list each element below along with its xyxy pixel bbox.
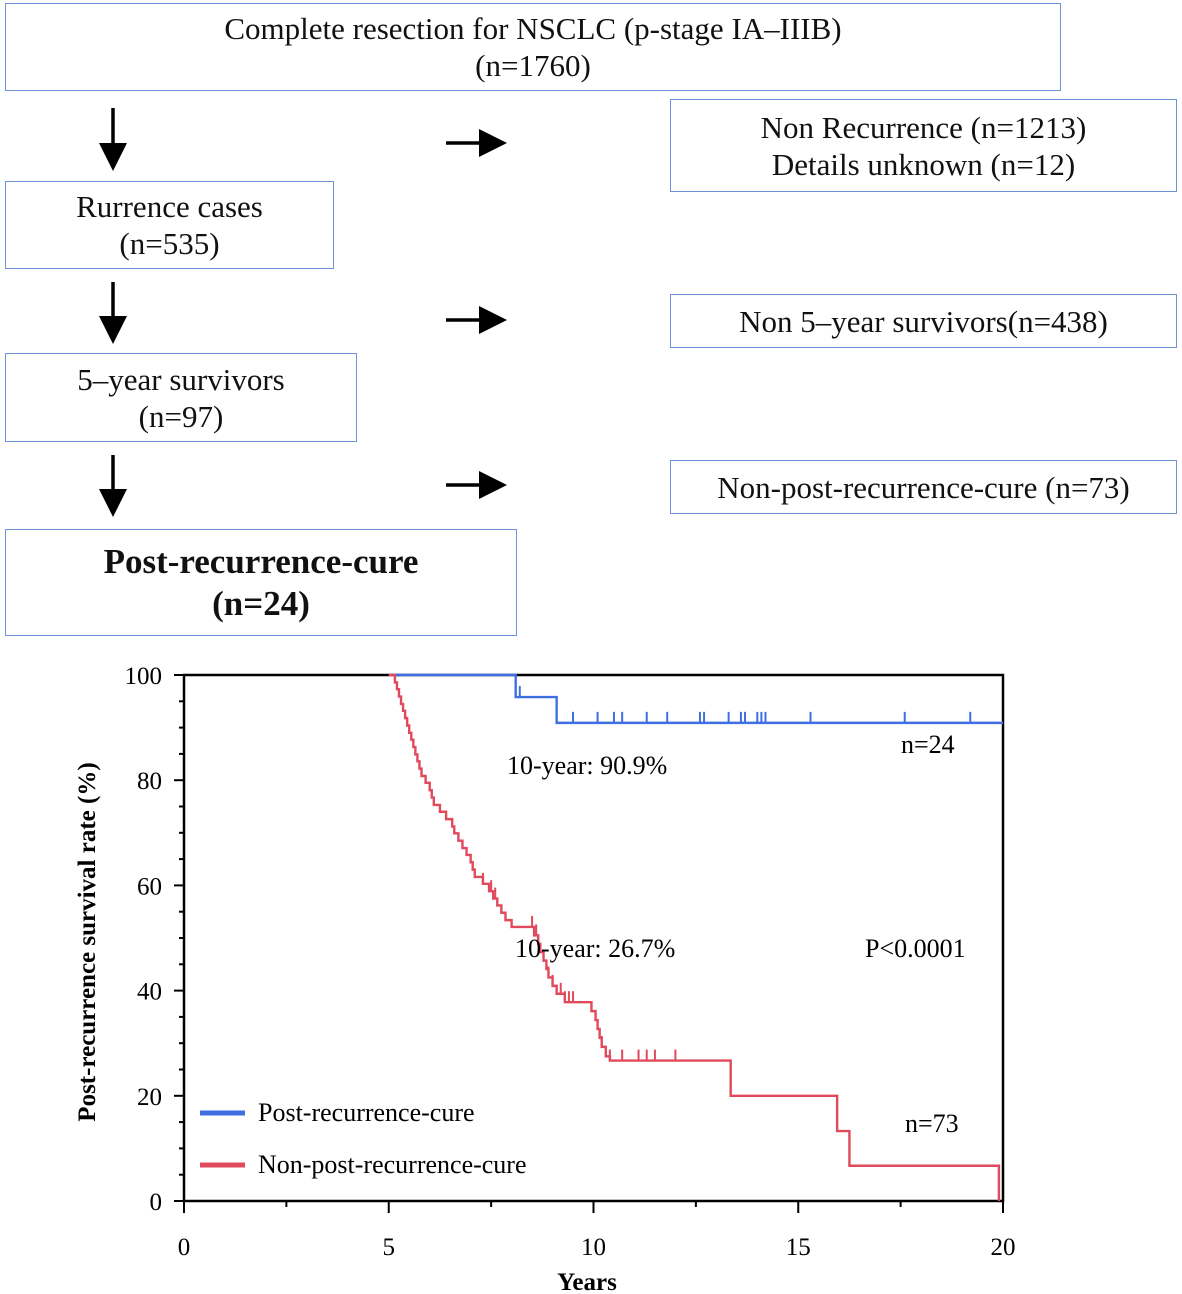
box-non-post-recurrence-cure: Non-post-recurrence-cure (n=73) <box>670 460 1177 514</box>
box-non-5-year-survivors: Non 5–year survivors(n=438) <box>670 294 1177 348</box>
x-tick-label: 10 <box>581 1234 606 1261</box>
box-line: (n=97) <box>138 398 224 434</box>
box-recurrence-cases: Rurrence cases (n=535) <box>5 181 334 269</box>
box-line: (n=1760) <box>475 48 591 83</box>
box-line: Complete resection for NSCLC (p-stage IA… <box>224 11 842 46</box>
box-line: Non-post-recurrence-cure (n=73) <box>717 469 1130 505</box>
chart-axes: 0 20 40 60 80 100 0 5 10 15 20 <box>125 663 1016 1261</box>
km-curve-post-recurrence-cure <box>388 673 1003 725</box>
p-value-annotation: P<0.0001 <box>865 934 966 963</box>
label-10yr-non-post-recurrence-cure: 10-year: 26.7% <box>515 934 675 963</box>
box-line: Rurrence cases <box>76 189 263 224</box>
y-tick-label: 0 <box>150 1189 163 1216</box>
chart-curves <box>388 673 1003 1201</box>
x-axis-label: Years <box>557 1269 617 1294</box>
box-line: 5–year survivors <box>77 361 285 397</box>
n-label-non-post-recurrence-cure: n=73 <box>905 1109 959 1138</box>
box-line: (n=24) <box>212 583 310 623</box>
n-label-post-recurrence-cure: n=24 <box>901 730 955 759</box>
y-tick-label: 40 <box>137 979 162 1006</box>
box-line: (n=535) <box>119 226 220 261</box>
box-line: Details unknown (n=12) <box>771 146 1076 182</box>
y-tick-label: 20 <box>137 1084 162 1111</box>
legend: Post-recurrence-cure Non-post-recurrence… <box>200 1098 527 1179</box>
box-post-recurrence-cure: Post-recurrence-cure (n=24) <box>5 529 517 636</box>
y-tick-label: 60 <box>137 873 162 900</box>
box-5-year-survivors: 5–year survivors (n=97) <box>5 353 357 442</box>
flowchart-arrows <box>99 108 507 517</box>
legend-label-post-recurrence-cure: Post-recurrence-cure <box>258 1098 475 1127</box>
x-tick-label: 5 <box>383 1234 396 1261</box>
label-10yr-post-recurrence-cure: 10-year: 90.9% <box>507 751 667 780</box>
y-tick-label: 80 <box>137 768 162 795</box>
y-tick-label: 100 <box>125 663 163 690</box>
x-tick-label: 20 <box>991 1234 1016 1261</box>
x-tick-label: 15 <box>786 1234 811 1261</box>
x-tick-label: 0 <box>178 1234 191 1261</box>
box-line: Non 5–year survivors(n=438) <box>739 303 1108 339</box>
km-curve-non-post-recurrence-cure <box>388 673 1001 1201</box>
box-complete-resection: Complete resection for NSCLC (p-stage IA… <box>5 3 1061 91</box>
box-non-recurrence: Non Recurrence (n=1213) Details unknown … <box>670 99 1177 192</box>
box-line: Post-recurrence-cure <box>103 541 419 581</box>
legend-label-non-post-recurrence-cure: Non-post-recurrence-cure <box>258 1150 527 1179</box>
y-axis-label: Post-recurrence survival rate (%) <box>74 762 101 1121</box>
box-line: Non Recurrence (n=1213) <box>760 109 1087 145</box>
